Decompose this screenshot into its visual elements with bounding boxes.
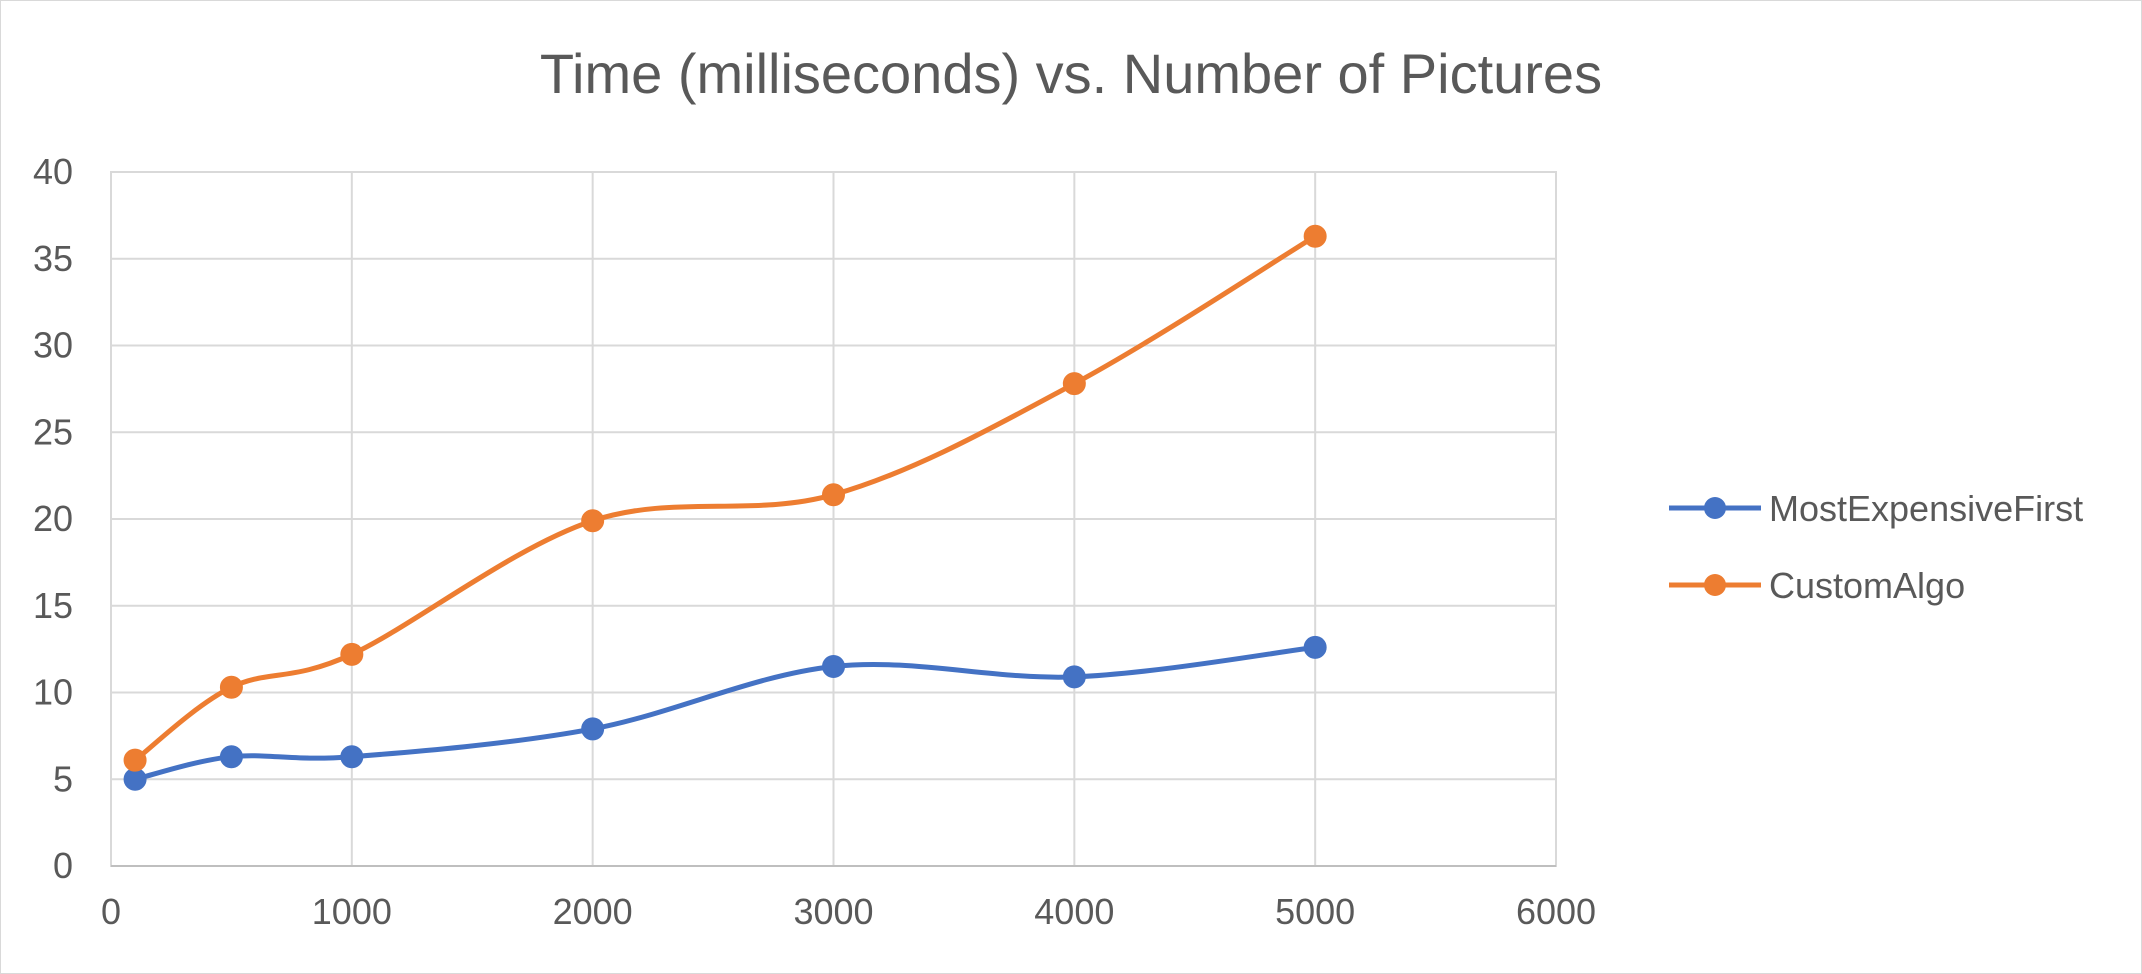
data-point bbox=[581, 717, 605, 741]
data-point bbox=[340, 745, 364, 769]
series-line bbox=[132, 233, 1318, 763]
plot-series bbox=[123, 224, 1327, 791]
y-tick-label: 25 bbox=[33, 411, 73, 452]
y-tick-label: 5 bbox=[53, 758, 73, 799]
legend-item: CustomAlgo bbox=[1669, 565, 1965, 606]
chart-title: Time (milliseconds) vs. Number of Pictur… bbox=[540, 42, 1602, 105]
series-MostExpensiveFirst bbox=[123, 635, 1327, 791]
data-point bbox=[822, 654, 845, 678]
data-point bbox=[1062, 665, 1086, 689]
data-point bbox=[219, 745, 243, 769]
legend-label: CustomAlgo bbox=[1769, 565, 1965, 606]
legend-label: MostExpensiveFirst bbox=[1769, 488, 2083, 529]
x-tick-label: 2000 bbox=[553, 891, 633, 932]
x-tick-label: 4000 bbox=[1034, 891, 1114, 932]
axes: 0 5 10 15 20 25 30 35 40 0 1000 2000 3000 4000 5000 600… bbox=[33, 151, 1596, 932]
y-tick-label: 15 bbox=[33, 585, 73, 626]
data-point bbox=[219, 675, 243, 699]
legend: MostExpensiveFirst CustomAlgo bbox=[1669, 488, 2083, 606]
x-tick-label: 1000 bbox=[312, 891, 392, 932]
y-tick-label: 40 bbox=[33, 151, 73, 192]
data-point bbox=[822, 483, 845, 507]
series-CustomAlgo bbox=[123, 224, 1327, 772]
x-tick-label: 5000 bbox=[1275, 891, 1355, 932]
x-tick-label: 6000 bbox=[1516, 891, 1596, 932]
y-tick-label: 30 bbox=[33, 325, 73, 366]
gridlines bbox=[110, 171, 1557, 867]
y-tick-label: 10 bbox=[33, 672, 73, 713]
data-point bbox=[340, 642, 364, 666]
data-point bbox=[1062, 372, 1086, 396]
y-tick-label: 20 bbox=[33, 498, 73, 539]
y-tick-label: 35 bbox=[33, 238, 73, 279]
data-point bbox=[123, 748, 147, 772]
legend-swatch-marker bbox=[1704, 574, 1726, 596]
x-tick-label: 0 bbox=[101, 891, 121, 932]
data-point bbox=[1303, 635, 1327, 659]
data-point bbox=[581, 509, 605, 533]
x-tick-label: 3000 bbox=[793, 891, 873, 932]
data-point bbox=[1303, 224, 1327, 248]
y-tick-label: 0 bbox=[53, 845, 73, 886]
legend-item: MostExpensiveFirst bbox=[1669, 488, 2083, 529]
legend-swatch-marker bbox=[1704, 497, 1726, 519]
